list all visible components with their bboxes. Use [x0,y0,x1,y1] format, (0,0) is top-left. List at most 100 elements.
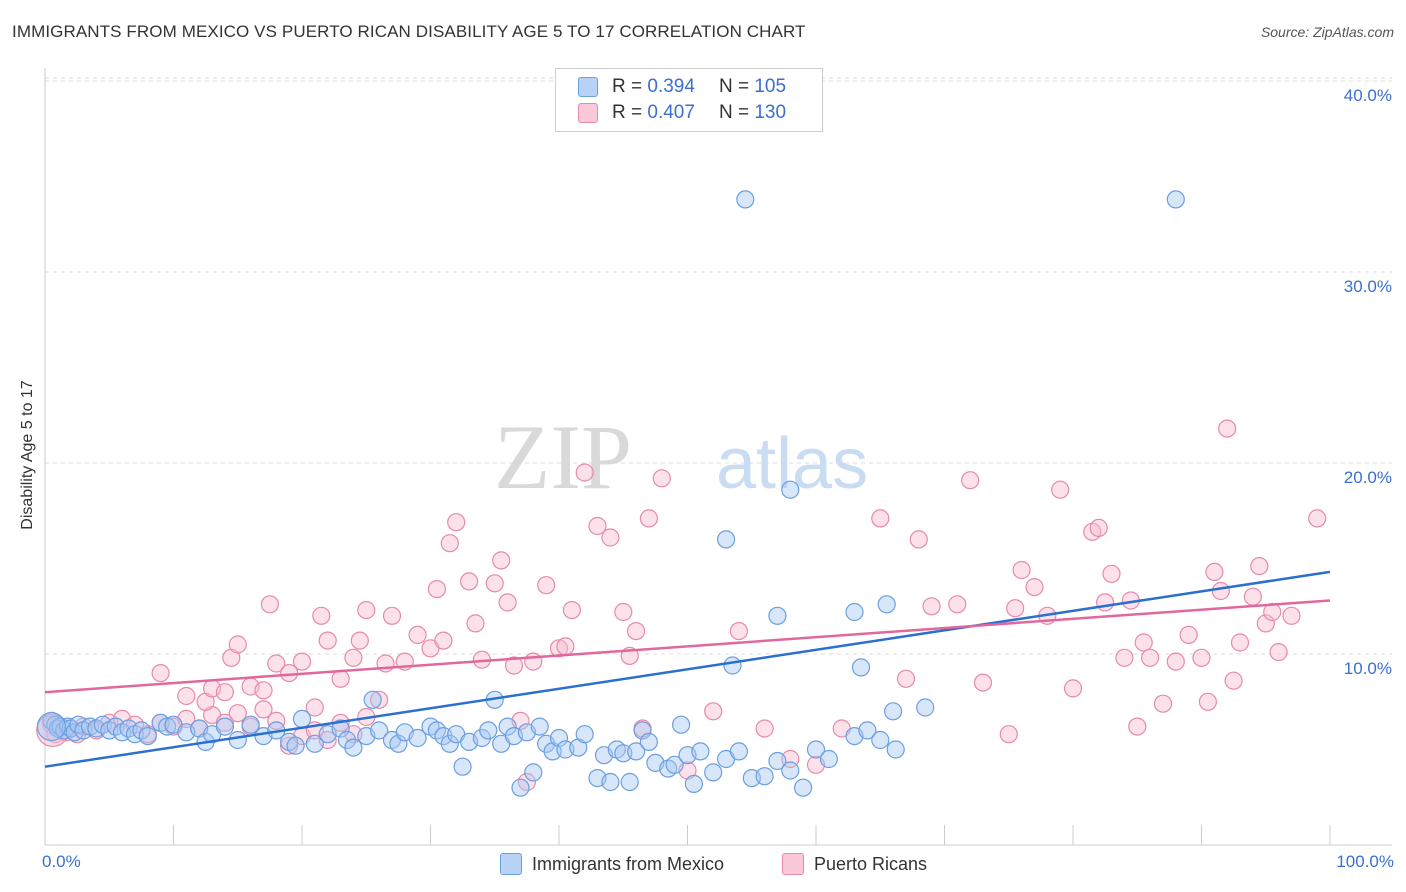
data-point [948,595,967,614]
data-point [633,721,652,740]
data-point [1205,562,1224,582]
data-point [305,698,324,717]
data-point [318,631,337,650]
data-point [1211,581,1230,601]
data-point [280,736,299,755]
data-point [1282,606,1301,625]
data-point [755,719,774,738]
data-point [916,698,935,717]
data-point [781,480,800,499]
data-point [357,600,376,620]
data-point [537,576,556,595]
trend-line-mexico [44,570,1331,768]
data-point [819,749,839,769]
bottom-legend-mexico: Immigrants from Mexico [500,852,724,876]
y-tick-label: 10.0% [1343,659,1392,678]
data-point [1198,692,1218,711]
data-point [389,734,408,753]
data-point [363,690,382,709]
data-point [215,717,234,736]
data-point [671,715,691,734]
data-point [530,717,549,736]
data-point [549,728,569,748]
data-point [961,471,980,490]
data-point [440,734,459,753]
data-point [1025,577,1044,597]
legend-r-label: R = [612,102,643,123]
data-point [909,530,928,549]
data-point [736,190,755,209]
legend-row-mexico: R = 0.394 N = 105 [578,75,786,99]
data-point [575,463,594,482]
data-point [575,725,594,744]
trend-line-puerto-ricans [44,599,1331,694]
data-point [639,509,659,528]
gridlines [45,77,1392,655]
data-point [851,658,871,677]
data-point [215,713,234,732]
data-point [267,654,286,673]
data-point [723,656,742,675]
data-point [886,740,905,759]
data-point [1006,599,1025,618]
data-point [871,730,890,750]
bottom-legend-label-puerto-ricans: Puerto Ricans [814,853,928,874]
data-point [620,772,639,792]
data-point [1134,633,1153,652]
data-point [228,730,247,750]
bottom-legend-label-mexico: Immigrants from Mexico [532,853,725,874]
legend: R = 0.394 N = 105 R = 0.407 N = 130 [555,68,823,132]
data-point [652,469,671,488]
legend-r-value: 0.407 [647,102,695,123]
data-point [228,635,247,654]
legend-row-puerto-ricans: R = 0.407 N = 130 [578,101,786,125]
data-point [781,761,800,780]
data-point [1051,480,1070,499]
data-point [601,772,620,792]
data-point [292,652,312,671]
data-point [1166,190,1185,209]
data-point [254,681,273,700]
legend-swatch-puerto-ricans [578,103,598,123]
data-point [626,742,646,761]
data-point [1192,648,1211,667]
chart-title: IMMIGRANTS FROM MEXICO VS PUERTO RICAN D… [12,22,806,41]
legend-r-value: 0.394 [647,76,695,97]
data-point [665,755,684,774]
data-point [498,593,517,612]
data-point [427,579,446,599]
y-tick-label: 40.0% [1343,86,1392,105]
data-point [305,734,324,753]
data-point [883,702,903,721]
series-puerto-ricans [36,419,1327,792]
data-point [755,767,774,786]
data-point [382,606,402,625]
data-point [877,595,896,614]
data-point [684,774,704,794]
data-point [691,742,710,761]
source-label: Source: ZipAtlas.com [1260,24,1394,40]
data-point [466,614,485,633]
data-point [370,690,389,709]
data-point [768,751,787,771]
watermark-zip: ZIP [494,406,632,508]
data-point [704,763,723,782]
series-mexico [36,190,1185,797]
data-point [1166,652,1185,671]
legend-n-label: N = [718,76,750,97]
data-point [1224,671,1243,690]
data-point [716,530,736,549]
data-point [1102,564,1121,583]
data-point [331,669,350,688]
data-point [158,717,177,736]
watermark-atlas: atlas [716,424,868,504]
data-point [562,600,582,620]
data-point [896,669,916,688]
data-point [492,551,511,570]
legend-swatch-mexico [578,77,598,97]
data-point [151,663,170,683]
data-point [312,606,331,625]
data-point [1012,560,1031,580]
data-point [845,602,864,622]
